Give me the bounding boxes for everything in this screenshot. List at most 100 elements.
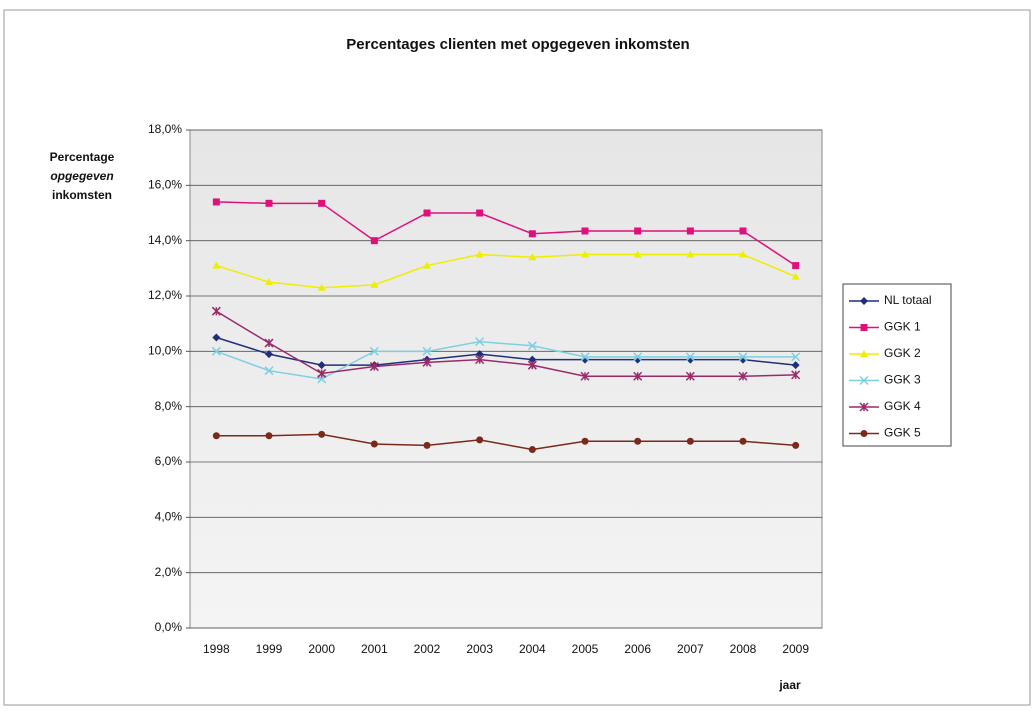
- marker: [738, 352, 748, 362]
- marker: [422, 357, 432, 367]
- y-tick-label: 4,0%: [155, 510, 183, 524]
- x-tick-label: 2001: [361, 642, 388, 656]
- marker: [633, 352, 643, 362]
- legend-label: GGK 2: [884, 346, 921, 360]
- marker: [581, 227, 589, 235]
- series-line: [216, 340, 796, 380]
- marker: [212, 432, 220, 440]
- series-line: [216, 336, 796, 366]
- legend-label: GGK 1: [884, 320, 921, 334]
- marker: [318, 199, 326, 207]
- marker: [212, 333, 221, 342]
- marker: [476, 436, 484, 444]
- marker: [265, 199, 273, 207]
- marker: [739, 355, 747, 364]
- x-tick-label: 2003: [466, 642, 493, 656]
- marker: [423, 261, 431, 269]
- marker: [318, 430, 326, 438]
- marker: [581, 250, 589, 258]
- marker: [739, 250, 747, 258]
- marker: [527, 360, 537, 370]
- y-tick-label: 12,0%: [148, 288, 182, 302]
- marker: [317, 361, 326, 370]
- marker: [370, 237, 378, 245]
- marker: [685, 371, 695, 381]
- marker: [422, 346, 432, 356]
- marker: [580, 352, 590, 362]
- marker: [265, 278, 273, 286]
- marker: [581, 355, 589, 364]
- marker: [211, 346, 221, 356]
- x-tick-label: 2004: [519, 642, 546, 656]
- marker: [633, 250, 642, 258]
- marker: [791, 352, 801, 362]
- marker: [264, 366, 274, 376]
- marker: [211, 306, 221, 316]
- marker: [370, 440, 378, 448]
- marker: [528, 355, 537, 364]
- marker: [423, 441, 431, 449]
- marker: [859, 402, 869, 412]
- marker: [369, 346, 379, 356]
- y-label: Percentage: [50, 150, 115, 164]
- marker: [528, 253, 537, 261]
- y-tick-label: 16,0%: [148, 178, 182, 192]
- y-tick-label: 8,0%: [155, 399, 183, 413]
- marker: [475, 355, 485, 365]
- series-line: [216, 201, 797, 267]
- marker: [860, 350, 868, 357]
- legend: [842, 283, 952, 447]
- x-tick-label: 2002: [414, 642, 441, 656]
- marker: [423, 209, 431, 217]
- x-label: jaar: [778, 678, 801, 692]
- legend-label: GGK 5: [884, 426, 921, 440]
- marker: [527, 341, 537, 351]
- marker: [685, 352, 695, 362]
- marker: [791, 272, 800, 280]
- legend-label: GGK 3: [884, 373, 921, 387]
- marker: [791, 361, 800, 370]
- y-label: opgegeven: [50, 169, 113, 183]
- marker: [265, 432, 273, 440]
- x-tick-label: 2009: [782, 642, 809, 656]
- plot-area: [189, 129, 823, 629]
- marker: [264, 338, 274, 348]
- marker: [265, 350, 273, 359]
- marker: [860, 324, 868, 331]
- marker: [528, 230, 536, 238]
- marker: [791, 370, 801, 380]
- marker: [370, 280, 379, 288]
- marker: [633, 355, 642, 364]
- marker: [369, 362, 379, 372]
- marker: [792, 262, 800, 270]
- chart-title: Percentages clienten met opgegeven inkom…: [346, 36, 689, 53]
- marker: [528, 446, 536, 454]
- marker: [792, 441, 800, 449]
- marker: [212, 261, 221, 269]
- marker: [634, 227, 642, 235]
- x-tick-label: 2006: [624, 642, 651, 656]
- x-tick-label: 2005: [572, 642, 599, 656]
- marker: [634, 437, 642, 445]
- marker: [476, 209, 484, 217]
- marker: [580, 371, 590, 381]
- y-label: inkomsten: [52, 188, 112, 202]
- series-line: [216, 433, 796, 451]
- marker: [686, 437, 694, 445]
- legend-label: GGK 4: [884, 399, 921, 413]
- marker: [686, 250, 695, 258]
- marker: [859, 375, 869, 386]
- x-tick-label: 2008: [730, 642, 757, 656]
- y-tick-label: 6,0%: [155, 454, 183, 468]
- y-tick-label: 0,0%: [155, 620, 183, 634]
- marker: [686, 227, 694, 235]
- x-tick-label: 1998: [203, 642, 230, 656]
- y-tick-label: 18,0%: [148, 122, 182, 136]
- y-tick-label: 10,0%: [148, 344, 182, 358]
- marker: [581, 437, 589, 445]
- marker: [317, 283, 326, 291]
- marker: [633, 371, 643, 381]
- x-tick-label: 1999: [256, 642, 283, 656]
- legend-label: NL totaal: [884, 293, 932, 307]
